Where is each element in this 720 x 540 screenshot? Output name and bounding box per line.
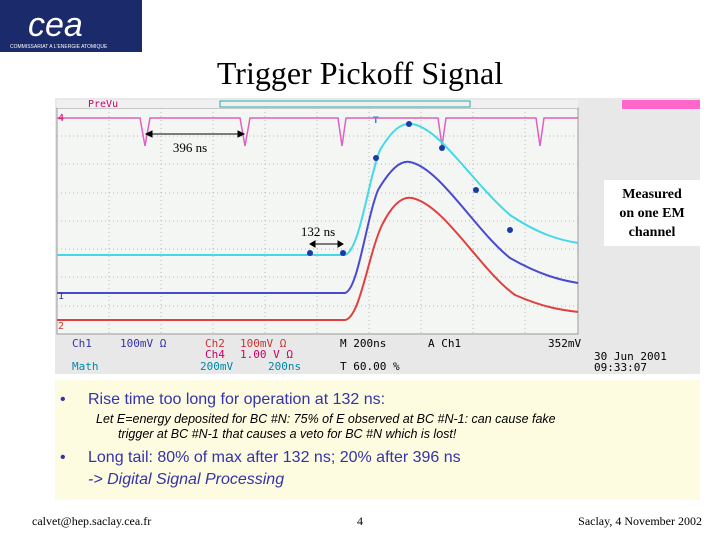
title: Trigger Pickoff Signal (217, 55, 503, 91)
preview-window (219, 100, 471, 108)
footer-page: 4 (357, 514, 363, 528)
bullet-dot: • (60, 391, 66, 408)
bullet-sub: -> Digital Signal Processing (88, 471, 284, 488)
status-text: Ch4 (205, 348, 225, 361)
preview-label: PreVu (88, 99, 118, 110)
preview-bar (57, 100, 578, 108)
status-text: M 200ns (340, 337, 386, 350)
status-text: 200mV (200, 360, 233, 373)
trigger-marker: T (373, 115, 379, 125)
channel-marker: 2 (58, 321, 64, 332)
status-text: Math (72, 360, 99, 373)
bullet-text: Rise time too long for operation at 132 … (88, 391, 385, 408)
annotation: 132 ns (301, 224, 335, 239)
preview-pink (622, 100, 700, 109)
logo-subtitle: COMMISSARIAT A L'ENERGIE ATOMIQUE (10, 44, 108, 50)
status-text: A Ch1 (428, 337, 461, 350)
bullet-dot: • (60, 449, 66, 466)
note-line: on one EM (619, 206, 684, 221)
status-text: 100mV Ω (120, 337, 167, 350)
interval-arrows (144, 130, 344, 248)
status-text: 100mV Ω (240, 337, 287, 350)
sample-dots (307, 121, 513, 256)
status-bar: Ch1 100mV Ω Ch2 100mV Ω M 200ns A Ch1 35… (72, 337, 667, 374)
status-text: 1.00 V Ω (240, 348, 293, 361)
note-line: channel (629, 225, 676, 240)
bullet-text: Long tail: 80% of max after 132 ns; 20% … (88, 449, 461, 466)
status-text: 200ns (268, 360, 301, 373)
note-line: Measured (622, 187, 682, 202)
status-text: 352mV (548, 337, 581, 350)
footer-date: Saclay, 4 November 2002 (578, 514, 702, 528)
channel-marker: 4 (58, 113, 64, 124)
bullet-panel (55, 380, 700, 500)
logo-name: cea (28, 6, 83, 44)
trace-ch4 (57, 117, 578, 147)
footer-email: calvet@hep.saclay.cea.fr (32, 514, 151, 528)
logo-box (0, 0, 142, 52)
trace-ch2 (57, 196, 579, 321)
status-text: 09:33:07 (594, 361, 647, 374)
trace-math (57, 122, 579, 256)
note-box (604, 180, 700, 246)
status-text: Ch2 (205, 337, 225, 350)
status-text: 30 Jun 2001 (594, 350, 667, 363)
status-text: T 60.00 % (340, 360, 400, 373)
annotation: 396 ns (173, 140, 207, 155)
trace-ch1 (57, 160, 579, 294)
channel-marker: 1 (58, 291, 64, 302)
status-text: Ch1 (72, 337, 92, 350)
bullet-sub: trigger at BC #N-1 that causes a veto fo… (118, 427, 457, 441)
bullet-sub: Let E=energy deposited for BC #N: 75% of… (96, 412, 556, 426)
